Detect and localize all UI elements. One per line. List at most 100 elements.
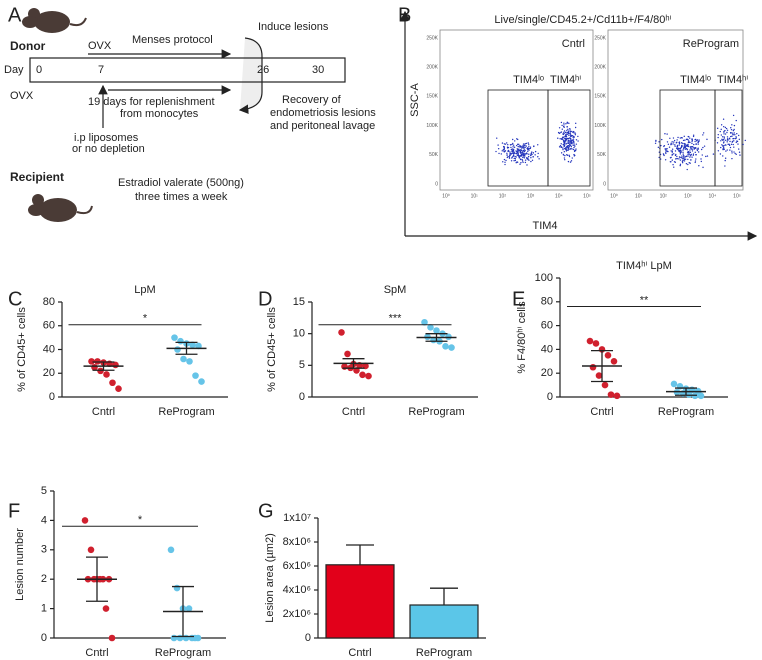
mouse-icon [22, 8, 87, 33]
flow-event [522, 152, 524, 155]
data-point [604, 352, 612, 359]
flow-event [694, 151, 696, 154]
flow-event [503, 143, 506, 145]
flow-event [684, 148, 687, 150]
flow-event [520, 147, 523, 149]
flow-event [724, 139, 727, 141]
flow-event [567, 142, 570, 145]
flow-event [527, 142, 529, 144]
y-tick-label: 40 [43, 343, 55, 355]
flow-event [680, 151, 683, 153]
flow-event [688, 161, 690, 164]
flow-event [526, 147, 528, 149]
flow-event [696, 149, 699, 152]
flow-event [570, 160, 573, 162]
flow-event [532, 156, 534, 158]
flow-event [665, 149, 667, 151]
flow-event [564, 135, 566, 138]
y-tick-label: 60 [541, 320, 553, 332]
flow-event [516, 152, 518, 154]
data-point [115, 385, 122, 392]
flow-event [697, 140, 700, 143]
flow-event [706, 138, 708, 141]
flow-event [563, 131, 565, 133]
tick-label: 150K [426, 94, 438, 100]
flow-event [683, 154, 685, 157]
flow-event [523, 148, 526, 150]
flow-event [507, 144, 509, 146]
flow-event [537, 152, 539, 155]
error-bar [86, 556, 108, 602]
gate [714, 89, 743, 187]
data-point [188, 634, 196, 642]
flow-event [512, 142, 514, 145]
flow-event [524, 161, 527, 164]
x-tick-label: ReProgram [416, 647, 472, 659]
flow-event [527, 149, 529, 151]
flow-event [669, 137, 671, 140]
error-bar [342, 358, 365, 369]
flow-event [682, 153, 684, 155]
y-tick-label: 20 [43, 367, 55, 379]
flow-event [565, 123, 567, 125]
flow-event [703, 145, 706, 147]
flow-event [566, 146, 569, 148]
tick-label: 100K [594, 123, 606, 129]
y-tick-label: 0 [547, 391, 553, 403]
flow-event [531, 153, 533, 156]
flow-event [687, 153, 689, 156]
data-point [613, 392, 621, 400]
error-bar [430, 587, 458, 605]
flow-event [561, 136, 564, 139]
tick-label: 10⁴ [709, 193, 717, 199]
flow-event [564, 154, 566, 157]
tick-label: 10⁰ [610, 193, 618, 199]
tick-label: 10⁴ [555, 193, 563, 199]
data-point [186, 358, 193, 365]
tick-label: 0 [435, 181, 438, 187]
flow-event [527, 150, 529, 153]
flow-event [670, 156, 672, 159]
error-bar [346, 544, 374, 565]
menses-label: Menses protocol [132, 34, 213, 46]
y-axis-label: Lesion number [14, 528, 26, 601]
flow-event [560, 121, 563, 124]
flow-event [691, 150, 694, 152]
flow-event [676, 144, 679, 147]
flow-event [571, 139, 573, 142]
data-point [607, 391, 615, 398]
flow-event [691, 156, 693, 158]
flow-event [716, 142, 719, 144]
y-tick-label: 40 [541, 343, 553, 355]
bar [409, 604, 479, 639]
flow-event [559, 145, 562, 147]
flow-event [671, 159, 673, 161]
flow-event [685, 155, 688, 158]
flow-event [530, 152, 532, 154]
flow-event [680, 149, 682, 152]
x-tick-label: ReProgram [155, 647, 211, 659]
flow-event [693, 143, 695, 146]
data-point [108, 634, 116, 642]
flow-event [722, 148, 724, 151]
flow-event [516, 149, 519, 151]
tick-label: 10² [660, 193, 668, 199]
flow-event [738, 151, 741, 153]
flow-event [719, 153, 722, 155]
flow-event [679, 163, 682, 166]
flow-event [665, 152, 667, 155]
flow-event [528, 143, 530, 145]
flow-event [519, 151, 522, 153]
flow-event [566, 129, 568, 132]
flow-event [575, 139, 578, 141]
flow-event [722, 147, 725, 149]
flow-event [728, 144, 731, 147]
flow-event [567, 149, 569, 151]
flow-event [507, 150, 509, 153]
flow-event [525, 142, 528, 145]
flow-event [722, 145, 724, 147]
flow-event [681, 162, 684, 164]
ovx-label: OVX [88, 40, 112, 52]
flow-event [733, 137, 735, 140]
mouse-icon [28, 194, 93, 222]
